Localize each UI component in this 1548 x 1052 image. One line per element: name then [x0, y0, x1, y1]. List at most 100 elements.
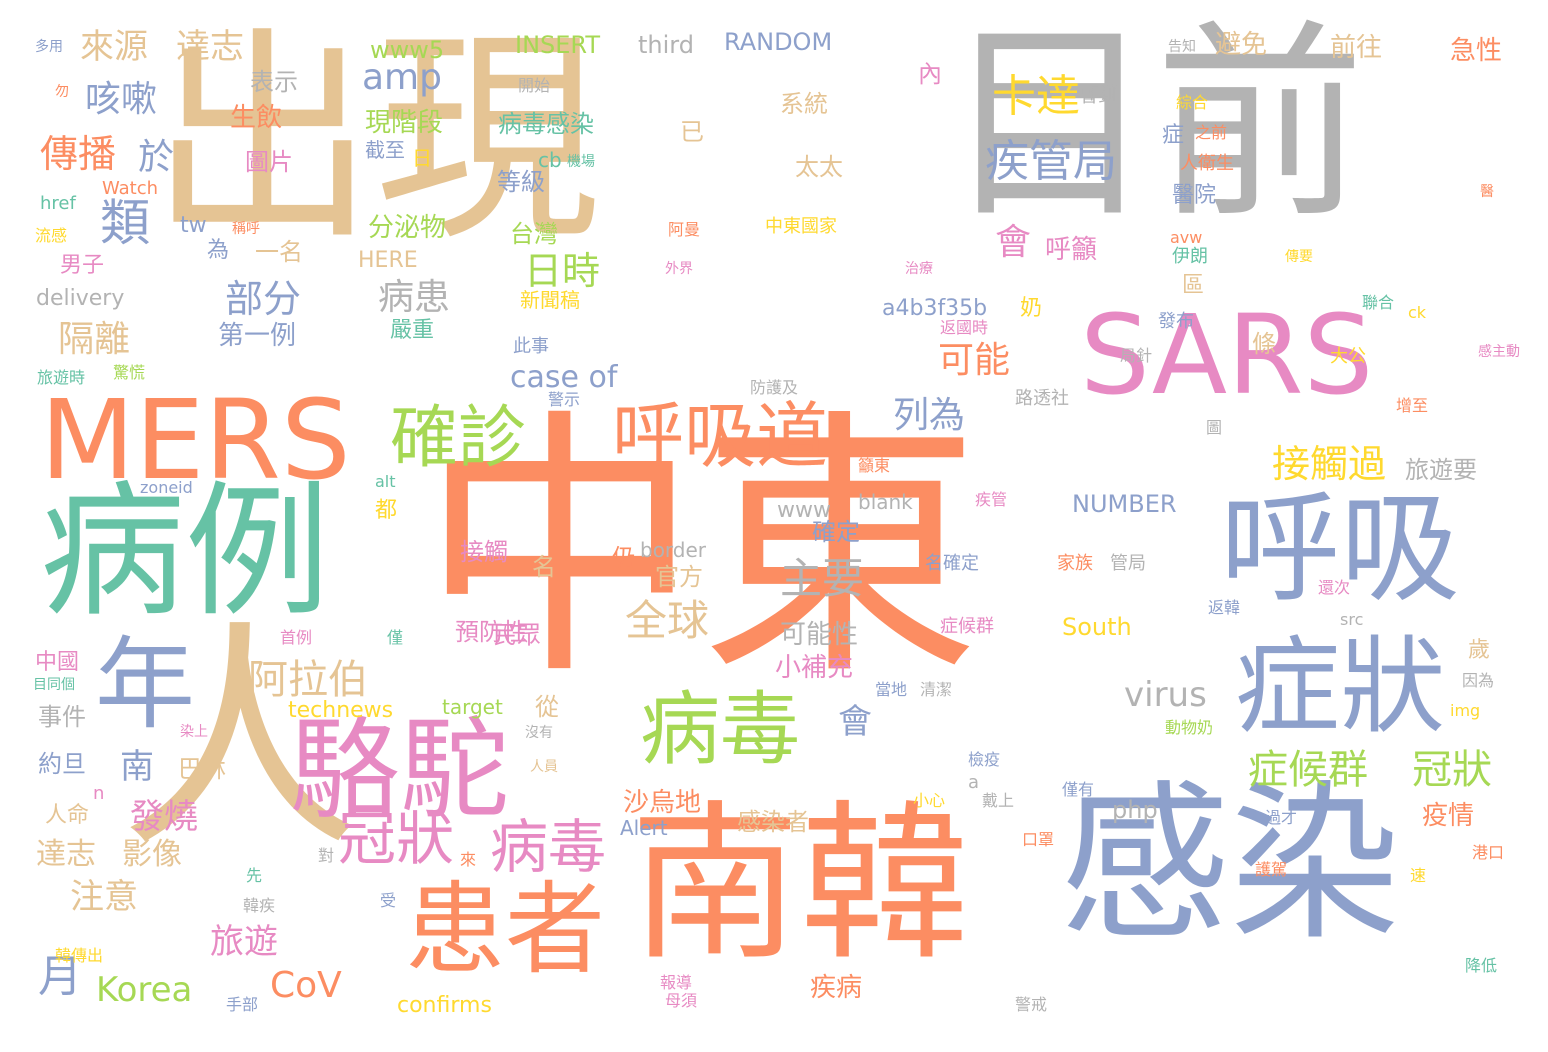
cloud-word: 接觸	[460, 538, 508, 566]
cloud-word: 來	[460, 850, 477, 869]
cloud-word: 症候群	[1248, 747, 1368, 793]
cloud-word: 冠狀	[1412, 747, 1492, 793]
cloud-word: 類	[100, 194, 150, 252]
cloud-word: src	[1340, 610, 1364, 629]
cloud-word: 聯合	[1362, 293, 1395, 312]
cloud-word: third	[638, 31, 694, 59]
cloud-word: 治療	[905, 261, 933, 277]
cloud-word: zoneid	[140, 478, 193, 497]
cloud-word: INSERT	[515, 31, 601, 59]
cloud-word: 目同個	[33, 677, 75, 693]
cloud-word: 增至	[1396, 396, 1429, 415]
cloud-word: 動物奶	[1165, 718, 1214, 737]
cloud-word: 約旦	[38, 750, 86, 778]
cloud-word: 圖片	[245, 148, 293, 176]
cloud-word: 截至	[365, 138, 405, 162]
cloud-word: 達志	[36, 837, 96, 872]
cloud-word: 僅	[387, 628, 404, 647]
cloud-word: 目前	[945, 2, 1366, 247]
cloud-word: 南	[120, 747, 154, 787]
cloud-word: 病毒	[490, 813, 607, 881]
cloud-word: 返韓	[1208, 598, 1241, 617]
cloud-word: HERE	[358, 248, 418, 273]
cloud-word: 呼籲	[1045, 235, 1098, 265]
cloud-word: 確診	[390, 399, 527, 478]
cloud-word: 分泌物	[368, 213, 447, 243]
cloud-word: 仍	[612, 544, 636, 572]
cloud-word: 過才	[1265, 808, 1298, 827]
cloud-word: 發燒	[130, 797, 198, 837]
cloud-word: 人	[120, 600, 361, 880]
cloud-word: 人命	[45, 803, 90, 828]
cloud-word: 出現	[150, 9, 600, 271]
cloud-word: 母須	[665, 991, 698, 1010]
cloud-word: 病患	[378, 277, 451, 318]
cloud-word: 病毒	[640, 683, 800, 776]
cloud-word: 返國時	[940, 318, 989, 337]
cloud-word: 警戒	[1015, 995, 1048, 1014]
cloud-word: 主要	[780, 554, 865, 603]
cloud-word: 驚慌	[113, 363, 146, 382]
cloud-word: cb	[538, 148, 562, 172]
cloud-word: 韓疾	[243, 896, 276, 915]
cloud-word: 感染	[1060, 766, 1401, 964]
cloud-word: www	[777, 498, 831, 523]
cloud-word: 台灣	[510, 220, 558, 248]
cloud-word: ck	[1408, 303, 1427, 322]
cloud-word: target	[442, 695, 503, 719]
cloud-word: 症候群	[940, 616, 994, 637]
cloud-word: 日時	[524, 249, 601, 293]
cloud-word: img	[1450, 701, 1481, 720]
cloud-word: 巴林	[178, 755, 226, 783]
cloud-word: amp	[362, 57, 442, 98]
cloud-word: 旅遊要	[1405, 456, 1477, 484]
cloud-word: 家族	[1057, 553, 1093, 574]
cloud-word: 傳要	[1285, 249, 1313, 265]
cloud-word: 還次	[1318, 578, 1351, 597]
cloud-word: 護駕	[1255, 860, 1288, 879]
cloud-word: 奶	[1020, 296, 1043, 321]
cloud-word: 前往	[1330, 33, 1383, 63]
cloud-word: 患者	[405, 871, 605, 988]
cloud-word: 駱駝	[290, 706, 510, 834]
cloud-word: 疾管	[975, 490, 1008, 509]
cloud-word: 太太	[795, 153, 843, 181]
cloud-word: 從	[535, 693, 559, 721]
cloud-word: RANDOM	[724, 28, 833, 56]
cloud-word: 感染者	[737, 808, 809, 836]
cloud-word: 已	[680, 118, 704, 146]
cloud-word: 症	[1162, 123, 1185, 148]
cloud-word: 中東國家	[765, 216, 837, 237]
cloud-word: 病毒感染	[498, 110, 594, 138]
cloud-word: 避免	[1215, 30, 1268, 60]
cloud-word: virus	[1124, 675, 1207, 715]
cloud-word: 勿	[55, 84, 69, 100]
cloud-word: 疾病	[810, 973, 863, 1003]
cloud-word: 注意	[70, 877, 138, 917]
cloud-word: alt	[375, 472, 396, 491]
cloud-word: 當地	[875, 680, 908, 699]
cloud-word: 人員	[530, 759, 558, 775]
cloud-word: 可能性	[780, 620, 859, 650]
cloud-word: case of	[510, 360, 618, 395]
cloud-word: 呼吸道	[612, 394, 829, 478]
cloud-word: 條	[1252, 330, 1276, 358]
cloud-word: 速	[1410, 866, 1427, 885]
cloud-word: 防護及	[750, 378, 799, 397]
cloud-word: 告知	[1168, 39, 1196, 55]
cloud-word: 檢疫	[968, 750, 1001, 769]
cloud-word: South	[1062, 613, 1132, 641]
cloud-word: 圖	[1206, 418, 1223, 437]
cloud-word: 可能	[938, 340, 1011, 381]
cloud-word: n	[93, 783, 105, 804]
cloud-word: 系統	[780, 90, 828, 118]
cloud-word: 一名	[255, 238, 303, 266]
cloud-word: CoV	[270, 965, 342, 1006]
cloud-word: 部分	[225, 277, 302, 321]
cloud-word: 預防性	[455, 618, 527, 646]
cloud-word: 之前	[1195, 123, 1228, 142]
cloud-word: 機場	[567, 154, 595, 170]
cloud-word: 局針	[1120, 346, 1153, 365]
cloud-word: 男子	[60, 253, 105, 278]
cloud-word: 曾到	[1080, 86, 1116, 107]
